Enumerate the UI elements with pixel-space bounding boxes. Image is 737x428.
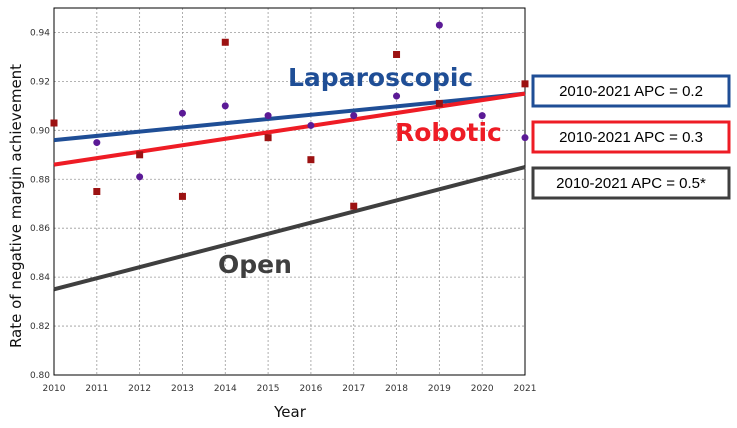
y-tick-label: 0.86 xyxy=(30,224,50,234)
apc-label-robotic: 2010-2021 APC = 0.3 xyxy=(559,129,703,146)
y-tick-label: 0.90 xyxy=(30,126,50,136)
point-laparoscopic xyxy=(307,121,315,129)
point-laparoscopic xyxy=(221,102,229,110)
x-tick-label: 2019 xyxy=(428,384,451,394)
point-robotic xyxy=(93,188,101,195)
y-axis-ticks: 0.80 0.82 0.84 0.86 0.88 0.90 0.92 0.94 xyxy=(30,28,50,381)
point-robotic xyxy=(307,156,315,164)
x-tick-label: 2011 xyxy=(85,384,108,394)
y-axis-title: Rate of negative margin achievement xyxy=(7,64,25,348)
y-tick-label: 0.94 xyxy=(30,28,50,38)
apc-label-laparoscopic: 2010-2021 APC = 0.2 xyxy=(559,83,703,100)
point-robotic xyxy=(136,151,144,159)
plot-frame xyxy=(53,7,526,376)
point-laparoscopic xyxy=(478,112,486,120)
y-tick-label: 0.80 xyxy=(30,371,50,381)
point-laparoscopic xyxy=(435,21,443,29)
point-laparoscopic xyxy=(136,173,144,181)
x-tick-label: 2017 xyxy=(342,384,365,394)
x-tick-label: 2014 xyxy=(214,384,237,394)
point-robotic xyxy=(178,192,186,200)
point-robotic xyxy=(221,38,229,46)
point-robotic xyxy=(50,119,58,127)
point-robotic xyxy=(393,50,401,58)
x-tick-label: 2012 xyxy=(128,384,151,394)
apc-label-open: 2010-2021 APC = 0.5* xyxy=(556,175,706,192)
y-tick-label: 0.84 xyxy=(30,273,50,283)
y-tick-label: 0.82 xyxy=(30,322,50,332)
series-label-laparoscopic: Laparoscopic xyxy=(288,63,473,92)
x-tick-label: 2021 xyxy=(514,384,537,394)
trend-line-robotic xyxy=(53,91,526,167)
y-tick-label: 0.92 xyxy=(30,77,50,87)
x-tick-label: 2018 xyxy=(385,384,408,394)
apc-box-robotic xyxy=(531,120,731,154)
point-laparoscopic xyxy=(521,134,529,142)
point-robotic xyxy=(435,99,443,107)
x-tick-label: 2010 xyxy=(43,384,66,394)
data-points xyxy=(50,21,529,210)
point-laparoscopic xyxy=(93,139,101,147)
x-axis-title: Year xyxy=(273,403,307,421)
apc-box-laparoscopic xyxy=(531,74,731,108)
x-tick-label: 2016 xyxy=(299,384,322,394)
point-robotic xyxy=(264,134,272,142)
trend-lines xyxy=(53,91,526,292)
point-laparoscopic xyxy=(178,109,186,117)
point-robotic xyxy=(521,80,529,88)
point-laparoscopic xyxy=(393,92,401,100)
point-laparoscopic xyxy=(264,112,272,120)
series-label-open: Open xyxy=(218,250,292,279)
trend-line-laparoscopic xyxy=(53,91,526,143)
apc-box-open xyxy=(531,166,731,200)
x-tick-label: 2015 xyxy=(257,384,280,394)
x-tick-label: 2013 xyxy=(171,384,194,394)
y-tick-label: 0.88 xyxy=(30,175,50,185)
x-tick-label: 2020 xyxy=(471,384,494,394)
x-axis-ticks: 2010 2011 2012 2013 2014 2015 2016 2017 2018 2019… xyxy=(43,384,537,394)
point-laparoscopic xyxy=(350,112,358,120)
point-robotic xyxy=(350,202,358,210)
trend-line-open xyxy=(53,165,526,292)
series-label-robotic: Robotic xyxy=(395,118,502,147)
